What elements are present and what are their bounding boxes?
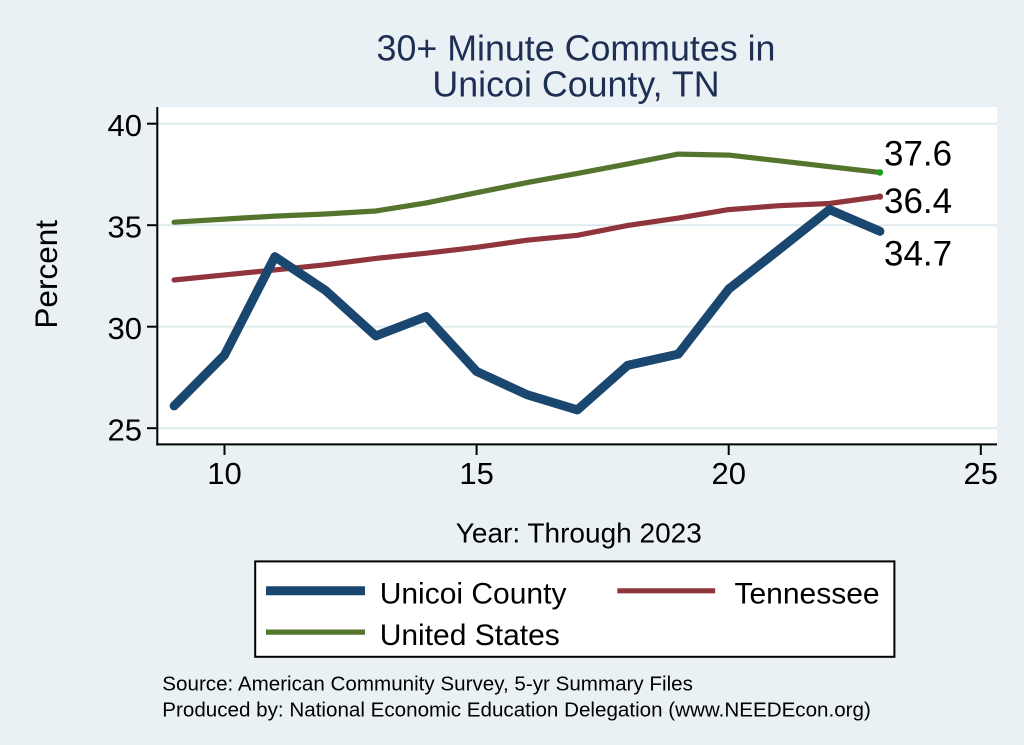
svg-text:Percent: Percent xyxy=(28,220,64,329)
svg-text:36.4: 36.4 xyxy=(884,182,952,221)
svg-text:United States: United States xyxy=(380,619,560,652)
svg-text:34.7: 34.7 xyxy=(884,235,952,274)
svg-text:35: 35 xyxy=(108,210,142,245)
svg-text:10: 10 xyxy=(207,456,241,491)
svg-text:37.6: 37.6 xyxy=(884,135,952,174)
svg-text:Produced by: National Economic: Produced by: National Economic Education… xyxy=(162,698,871,721)
svg-text:Source: American Community Sur: Source: American Community Survey, 5-yr … xyxy=(162,672,693,695)
svg-text:40: 40 xyxy=(108,108,142,143)
svg-text:Year: Through 2023: Year: Through 2023 xyxy=(456,517,702,548)
svg-text:20: 20 xyxy=(711,456,745,491)
svg-text:Tennessee: Tennessee xyxy=(734,577,879,610)
svg-text:25: 25 xyxy=(964,456,998,491)
svg-text:30: 30 xyxy=(108,311,142,346)
svg-text:25: 25 xyxy=(108,413,142,448)
svg-text:Unicoi County, TN: Unicoi County, TN xyxy=(432,64,719,104)
svg-text:Unicoi County: Unicoi County xyxy=(380,577,567,610)
svg-text:15: 15 xyxy=(459,456,493,491)
svg-text:30+ Minute Commutes in: 30+ Minute Commutes in xyxy=(377,28,776,68)
